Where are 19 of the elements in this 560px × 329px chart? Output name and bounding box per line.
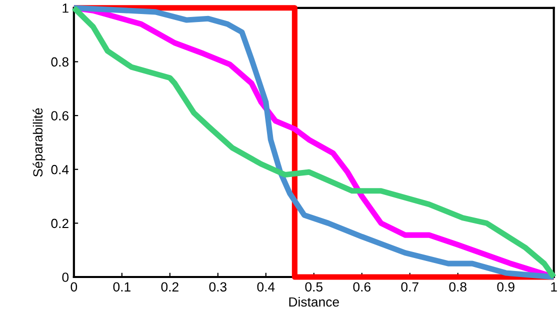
y-tick-label: 0.4 [51, 164, 69, 174]
x-tick-label: 0.3 [209, 282, 226, 292]
x-tick-label: 1 [551, 282, 557, 292]
y-tick-label: 1 [62, 4, 68, 13]
y-tick-label: 0 [62, 272, 69, 282]
x-tick-label: 0.2 [161, 282, 178, 292]
x-tick-label: 0.8 [449, 282, 466, 292]
x-tick-label: 0.6 [353, 282, 370, 292]
y-axis-title: Séparabilité [32, 108, 46, 177]
y-tick-label: 0.6 [51, 111, 68, 120]
y-tick-label: 0.8 [51, 57, 68, 67]
x-tick-label: 0.9 [497, 282, 514, 292]
y-tick-label: 0.2 [51, 218, 68, 228]
x-tick-label: 0 [70, 282, 78, 292]
x-tick-label: 0.5 [305, 282, 322, 292]
x-axis-title: Distance [289, 296, 339, 307]
x-tick-label: 0.4 [257, 282, 275, 292]
x-tick-label: 0.1 [113, 282, 130, 292]
x-tick-label: 0.7 [401, 282, 418, 292]
